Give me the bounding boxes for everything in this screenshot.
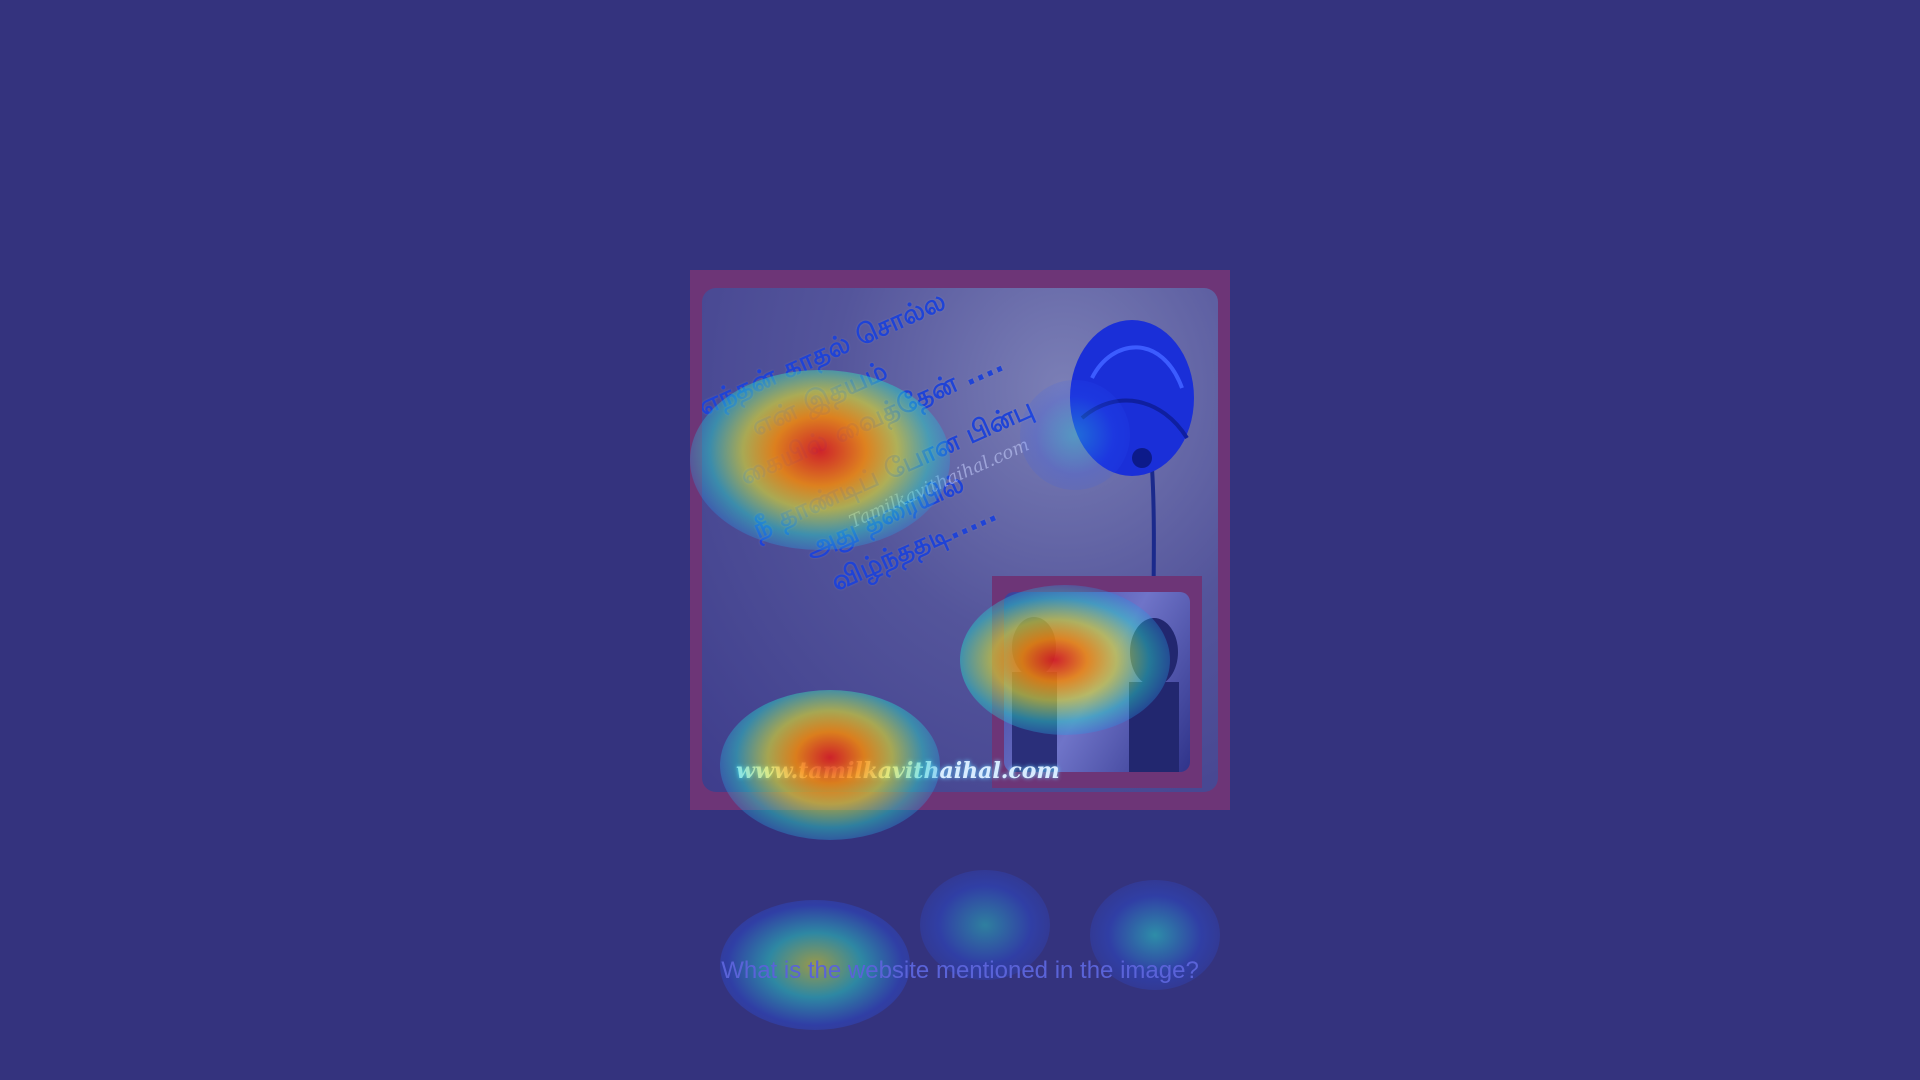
question-text: What is the website mentioned in the ima… [721,957,1199,984]
website-text: www.tamilkavithaihal.com [736,758,1060,784]
couple-silhouettes [1012,617,1179,772]
poster-image: எந்தன் காதல் சொல்ல என் இதயம் கையில் வைத்… [702,288,1218,792]
couple-photo [1004,592,1190,772]
poem-text: எந்தன் காதல் சொல்ல என் இதயம் கையில் வைத்… [702,288,1097,623]
inset-photo-frame [992,576,1202,788]
image-frame: எந்தன் காதல் சொல்ல என் இதயம் கையில் வைத்… [690,270,1230,810]
